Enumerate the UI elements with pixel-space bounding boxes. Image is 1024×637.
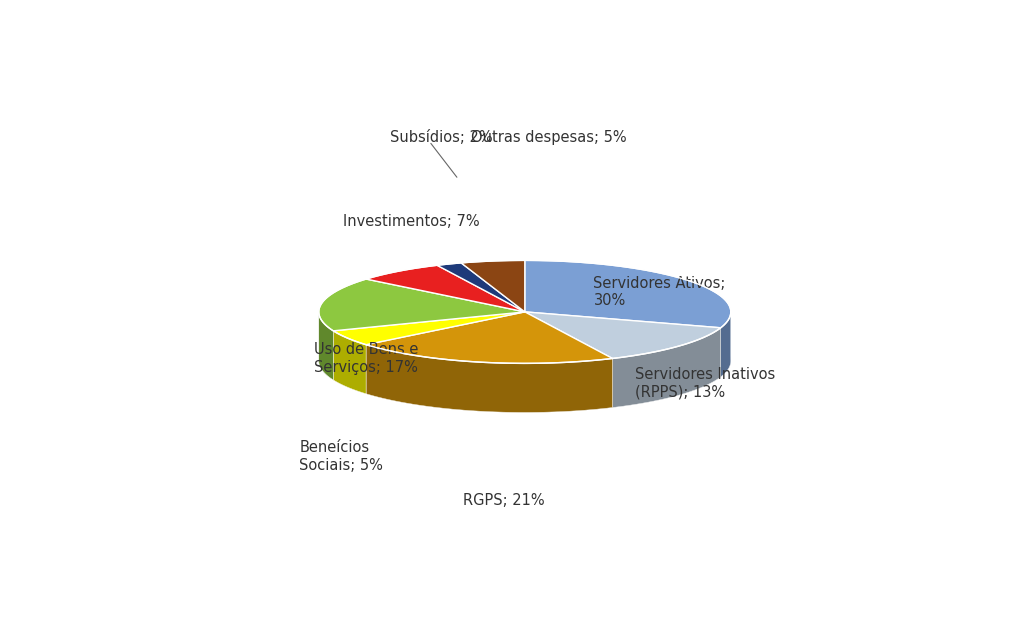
Text: Uso de Bens e
Serviços; 17%: Uso de Bens e Serviços; 17% [314, 342, 418, 375]
Polygon shape [461, 261, 524, 312]
Text: Subsídios; 2%: Subsídios; 2% [390, 130, 493, 145]
Polygon shape [612, 328, 721, 408]
Polygon shape [333, 331, 366, 394]
Text: Outras despesas; 5%: Outras despesas; 5% [471, 130, 627, 145]
Polygon shape [366, 345, 612, 412]
Polygon shape [318, 310, 731, 412]
Polygon shape [318, 279, 366, 380]
Polygon shape [333, 312, 525, 345]
Polygon shape [437, 263, 461, 314]
Polygon shape [318, 279, 525, 331]
Text: Investimentos; 7%: Investimentos; 7% [343, 213, 480, 229]
Text: Servidores Ativos;
30%: Servidores Ativos; 30% [594, 276, 726, 308]
Polygon shape [461, 261, 525, 312]
Polygon shape [366, 265, 437, 328]
Polygon shape [525, 261, 731, 377]
Polygon shape [525, 312, 721, 359]
Polygon shape [437, 263, 525, 312]
Text: Beneícios
Sociais; 5%: Beneícios Sociais; 5% [299, 440, 383, 473]
Text: RGPS; 21%: RGPS; 21% [464, 493, 545, 508]
Polygon shape [525, 261, 731, 328]
Polygon shape [612, 328, 721, 408]
Polygon shape [721, 312, 731, 377]
Polygon shape [366, 345, 612, 412]
Polygon shape [333, 331, 366, 394]
Text: Servidores Inativos
(RPPS); 13%: Servidores Inativos (RPPS); 13% [635, 367, 775, 399]
Polygon shape [318, 312, 333, 380]
Polygon shape [366, 265, 525, 312]
Polygon shape [366, 312, 612, 363]
